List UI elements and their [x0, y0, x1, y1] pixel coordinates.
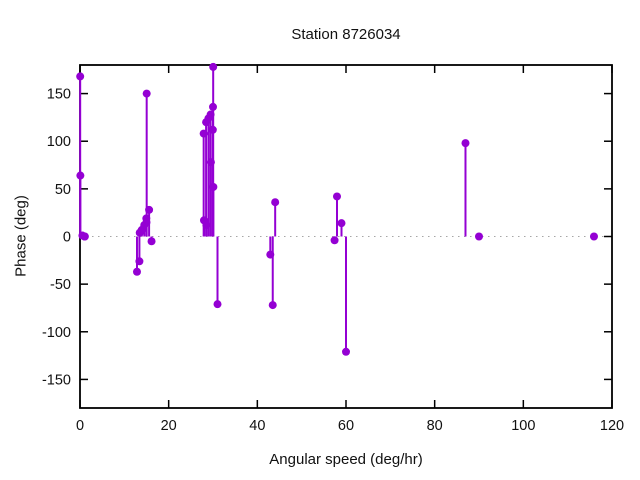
- data-point: [589, 232, 598, 241]
- data-point: [209, 182, 218, 191]
- data-point: [206, 110, 215, 119]
- x-tick-label: 20: [161, 418, 177, 434]
- y-tick-label: 150: [47, 87, 71, 103]
- x-tick-label: 60: [338, 418, 354, 434]
- data-point: [461, 139, 470, 148]
- x-tick-label: 80: [427, 418, 443, 434]
- x-tick-label: 120: [600, 418, 624, 434]
- chart-title: Station 8726034: [291, 26, 401, 43]
- data-point: [206, 158, 215, 167]
- data-point: [142, 89, 151, 98]
- data-point: [145, 205, 154, 214]
- data-point: [271, 198, 280, 207]
- data-point: [330, 236, 339, 245]
- data-point: [202, 221, 211, 230]
- y-tick-label: 50: [55, 182, 71, 198]
- data-point: [332, 192, 341, 201]
- data-point: [76, 72, 85, 81]
- y-tick-label: 0: [63, 230, 71, 246]
- y-tick-label: -150: [42, 372, 71, 388]
- y-tick-label: -50: [50, 277, 71, 293]
- x-tick-label: 40: [249, 418, 265, 434]
- data-point: [268, 301, 277, 310]
- y-tick-label: 100: [47, 134, 71, 150]
- data-point: [208, 125, 217, 134]
- x-tick-label: 0: [76, 418, 84, 434]
- data-point: [209, 102, 217, 111]
- data-point: [76, 171, 85, 180]
- data-point: [475, 232, 483, 241]
- x-axis-label: Angular speed (deg/hr): [269, 451, 423, 468]
- y-tick-label: -100: [42, 325, 71, 341]
- data-point: [142, 218, 151, 227]
- x-tick-label: 100: [511, 418, 535, 434]
- data-point: [135, 257, 144, 266]
- data-point: [266, 250, 275, 259]
- data-point: [209, 62, 218, 71]
- data-point: [147, 237, 156, 246]
- data-point: [199, 129, 208, 138]
- data-point: [342, 347, 350, 356]
- data-point: [80, 232, 89, 241]
- data-point: [132, 267, 141, 276]
- data-point: [337, 219, 346, 228]
- data-point: [213, 300, 222, 309]
